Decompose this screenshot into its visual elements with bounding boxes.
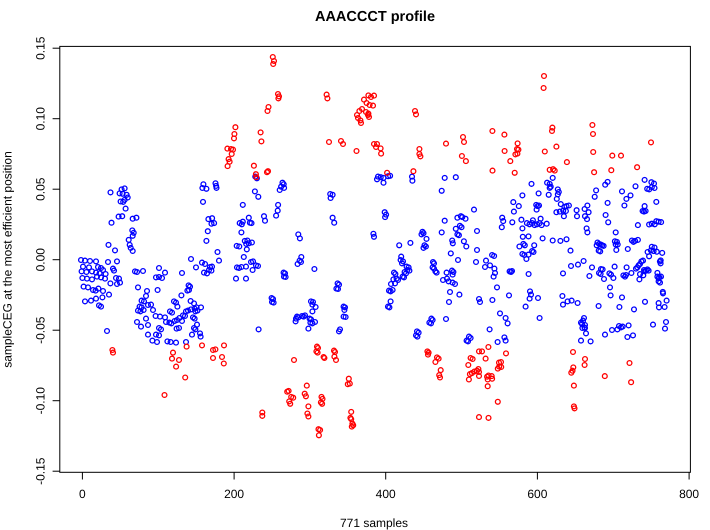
svg-text:200: 200 — [224, 487, 244, 501]
svg-text:800: 800 — [679, 487, 699, 501]
svg-text:sampleCEG at the most efficien: sampleCEG at the most efficient position — [1, 151, 15, 368]
svg-text:AAACCCT profile: AAACCCT profile — [315, 9, 435, 25]
svg-text:0.10: 0.10 — [34, 107, 48, 131]
svg-text:-0.15: -0.15 — [34, 457, 48, 485]
svg-text:0.15: 0.15 — [34, 36, 48, 60]
svg-text:400: 400 — [376, 487, 396, 501]
svg-text:0.00: 0.00 — [34, 248, 48, 272]
svg-text:-0.10: -0.10 — [34, 387, 48, 415]
svg-text:-0.05: -0.05 — [34, 316, 48, 344]
svg-text:600: 600 — [527, 487, 547, 501]
svg-text:0: 0 — [79, 487, 86, 501]
svg-text:0.05: 0.05 — [34, 177, 48, 201]
svg-text:771 samples: 771 samples — [340, 516, 408, 530]
